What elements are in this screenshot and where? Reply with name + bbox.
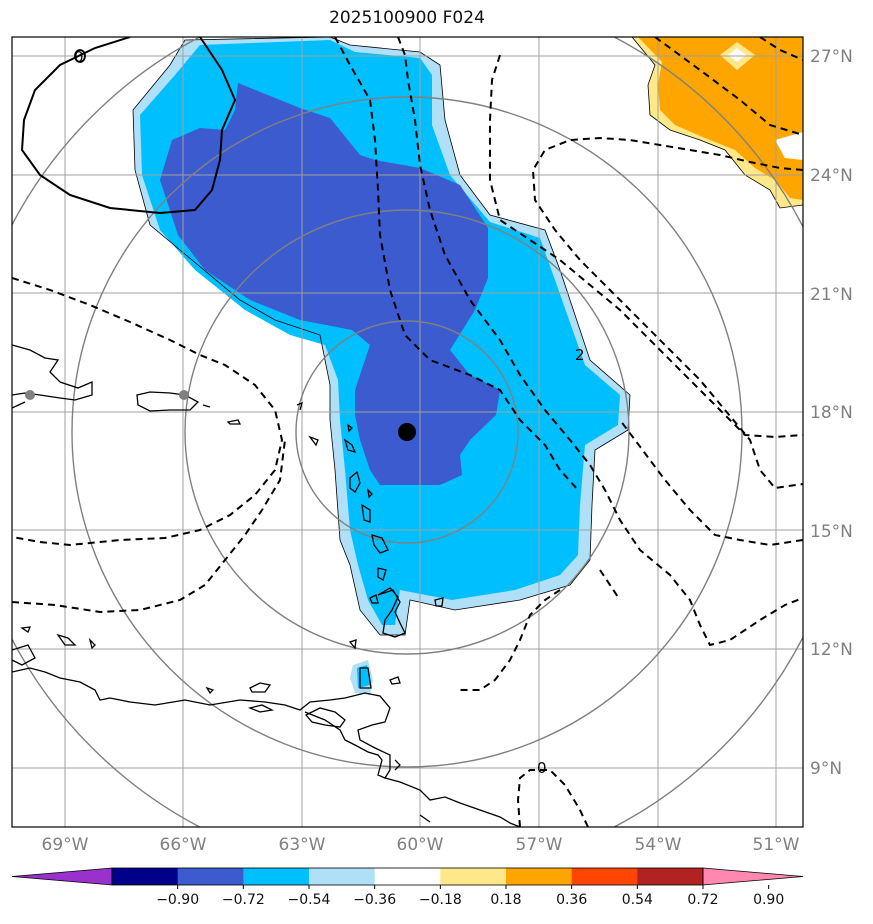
colorbar-tick-label: −0.90 [156,892,199,908]
lon-label-60: 60°W [397,835,444,855]
map-plot-area: 0 2 0 [12,37,803,827]
colorbar-extend-high [702,867,804,886]
colorbar-tick-label: −0.72 [222,892,265,908]
colorbar-swatch [374,868,441,885]
reference-point-west [25,390,35,400]
anomaly-orange-region [638,37,803,200]
lon-tick-labels: 69°W 66°W 63°W 60°W 57°W 54°W 51°W [42,835,800,855]
colorbar-frame [111,867,704,886]
lon-label-54: 54°W [635,835,682,855]
colorbar-swatch [506,868,573,885]
storm-center-marker [398,423,416,441]
contour-label-nw: 0 [74,48,84,66]
lon-label-57: 57°W [516,835,563,855]
lat-tick-labels: 9°N 12°N 15°N 18°N 21°N 24°N 27°N [810,47,853,779]
lon-label-66: 66°W [160,835,207,855]
contour-label-east: 2 [575,346,585,364]
lat-label-21: 21°N [810,285,853,305]
colorbar-swatch [571,868,638,885]
lat-label-12: 12°N [810,640,853,660]
lat-label-24: 24°N [810,166,853,186]
colorbar-tick-label: −0.18 [419,892,462,908]
gridlines [12,37,803,827]
colorbar-swatch [637,868,704,885]
anomaly-royal-blue-region [160,83,500,485]
range-rings [12,37,803,827]
colorbar-swatch [177,868,244,885]
map-title: 2025100900 F024 [329,8,485,28]
lat-label-15: 15°N [810,522,853,542]
colorbar-tick-label: 0.90 [753,892,784,908]
map-frame [11,36,804,828]
colorbar-swatch [243,868,310,885]
colorbar-extend-low [11,867,113,886]
colorbar-swatch [112,868,179,885]
lat-label-9: 9°N [810,759,842,779]
lat-label-18: 18°N [810,403,853,423]
lon-label-51: 51°W [753,835,800,855]
colorbar-swatch [440,868,507,885]
colorbar: −0.90 −0.72 −0.54 −0.36 −0.18 0.18 0.36 0.54 0.7… [11,867,804,908]
contours-dashed [12,37,803,827]
colorbar-tick-label: 0.18 [490,892,521,908]
colorbar-tick-label: 0.72 [687,892,718,908]
colorbar-tick-label: −0.54 [288,892,331,908]
colorbar-tick-label: −0.36 [353,892,396,908]
colorbar-tick-label: 0.54 [622,892,653,908]
contour-label-south: 0 [537,759,547,777]
coastlines [12,344,521,827]
colorbar-tick-label: 0.36 [556,892,587,908]
lon-label-63: 63°W [279,835,326,855]
colorbar-swatch [309,868,376,885]
lon-label-69: 69°W [42,835,89,855]
contour-solid-zero [20,37,237,215]
lat-label-27: 27°N [810,47,853,67]
reference-point-east [179,390,189,400]
